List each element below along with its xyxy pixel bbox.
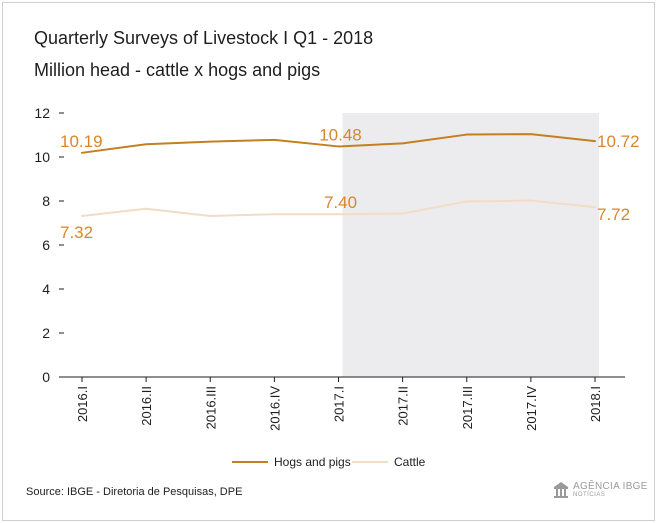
- series-line-hogs: [81, 133, 596, 154]
- x-tick-label: 2016.III: [203, 386, 218, 429]
- data-label: 7.40: [324, 193, 357, 212]
- x-tick-label: 2016.IV: [267, 386, 282, 431]
- legend-item-hogs: Hogs and pigs: [232, 455, 351, 469]
- x-tick-label: 2017.III: [460, 386, 475, 429]
- agency-logo: AGÊNCIA IBGE NOTÍCIAS: [553, 481, 647, 501]
- data-label: 7.72: [597, 205, 630, 224]
- data-label: 7.32: [60, 223, 93, 242]
- y-tick-label: 2: [42, 325, 50, 341]
- x-tick-label: 2017.IV: [524, 386, 539, 431]
- legend-swatch-hogs: [232, 461, 268, 463]
- y-tick-label: 0: [42, 369, 50, 385]
- x-tick-label: 2016.II: [139, 386, 154, 426]
- legend-label-cattle: Cattle: [394, 455, 426, 469]
- data-label: 10.19: [60, 132, 103, 151]
- chart-legend: Hogs and pigs Cattle: [0, 455, 657, 475]
- y-tick-label: 4: [42, 281, 50, 297]
- y-tick-label: 8: [42, 193, 50, 209]
- data-label: 10.72: [597, 132, 640, 151]
- x-tick-label: 2016.I: [75, 386, 90, 422]
- x-tick-label: 2018.I: [588, 386, 603, 422]
- legend-item-cattle: Cattle: [352, 455, 425, 469]
- highlight-band: [342, 113, 599, 377]
- ibge-agency-icon: [554, 482, 568, 498]
- data-label: 10.48: [319, 125, 362, 144]
- source-note: Source: IBGE - Diretoria de Pesquisas, D…: [26, 486, 243, 498]
- chart-subtitle: Million head - cattle x hogs and pigs: [34, 60, 321, 80]
- x-tick-label: 2017.I: [332, 386, 347, 422]
- y-tick-label: 6: [42, 237, 50, 253]
- legend-label-hogs: Hogs and pigs: [274, 455, 351, 469]
- y-tick-label: 12: [34, 105, 50, 121]
- logo-name: AGÊNCIA IBGE: [573, 481, 648, 492]
- x-tick-label: 2017.II: [396, 386, 411, 426]
- series-line-cattle: [81, 199, 596, 217]
- legend-swatch-cattle: [352, 461, 388, 463]
- chart-title: Quarterly Surveys of Livestock I Q1 - 20…: [34, 28, 374, 48]
- y-tick-label: 10: [34, 149, 50, 165]
- logo-subname: NOTÍCIAS: [573, 492, 606, 498]
